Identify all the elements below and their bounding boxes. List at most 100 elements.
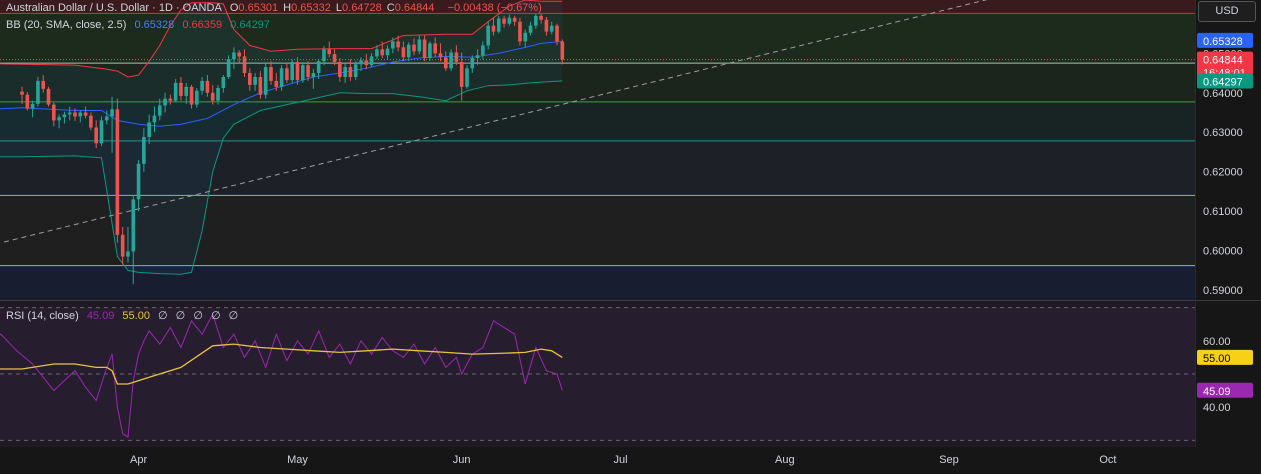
candle[interactable] [115, 98, 120, 243]
candle[interactable] [94, 120, 98, 149]
candle[interactable] [89, 112, 93, 131]
candle[interactable] [528, 21, 533, 36]
candle[interactable] [205, 75, 210, 97]
candle[interactable] [20, 86, 24, 104]
rsi-line[interactable] [0, 313, 563, 438]
candle[interactable] [438, 43, 443, 62]
candle[interactable] [475, 49, 480, 66]
candle[interactable] [518, 17, 522, 46]
rsi-tag[interactable]: 45.09 [1197, 382, 1253, 398]
time-axis-tick-label[interactable]: Sep [939, 454, 959, 466]
candle[interactable] [396, 35, 400, 52]
candle[interactable] [258, 71, 263, 99]
candle[interactable] [242, 49, 247, 77]
candle[interactable] [232, 47, 236, 70]
candle[interactable] [343, 63, 347, 83]
candle[interactable] [486, 21, 490, 50]
candle[interactable] [348, 59, 353, 81]
currency-button[interactable]: USD [1198, 1, 1256, 22]
candle[interactable] [210, 84, 215, 105]
bb-lower-tag[interactable]: 0.64297 [1197, 73, 1253, 89]
candle[interactable] [316, 59, 321, 79]
candle[interactable] [549, 21, 554, 35]
time-axis-tick-label[interactable]: Jul [614, 454, 628, 466]
candle[interactable] [152, 106, 157, 133]
candle[interactable] [279, 65, 284, 91]
candle[interactable] [459, 52, 464, 101]
candle[interactable] [385, 45, 390, 60]
candle[interactable] [52, 102, 56, 127]
candle[interactable] [428, 41, 432, 62]
candle[interactable] [332, 49, 337, 66]
candle[interactable] [544, 16, 549, 36]
bb-upper-line[interactable] [0, 0, 563, 78]
candle[interactable] [168, 94, 173, 105]
candle[interactable] [41, 75, 46, 93]
candle[interactable] [417, 35, 422, 55]
candle[interactable] [539, 13, 543, 24]
candle[interactable] [322, 46, 326, 66]
candle[interactable] [120, 226, 125, 265]
candle[interactable] [25, 91, 30, 111]
candle[interactable] [173, 78, 178, 102]
candle[interactable] [353, 61, 358, 81]
candle[interactable] [46, 86, 51, 107]
candle[interactable] [560, 39, 565, 65]
candle[interactable] [73, 108, 77, 122]
candle[interactable] [359, 57, 363, 72]
candle[interactable] [30, 100, 35, 118]
rsi-ma-tag[interactable]: 55.00 [1197, 349, 1253, 365]
candle[interactable] [391, 37, 395, 54]
candle[interactable] [237, 50, 242, 64]
candle[interactable] [163, 92, 167, 113]
candle[interactable] [62, 111, 67, 124]
rsi-legend[interactable]: RSI (14, close) 45.09 55.00 ∅ ∅ ∅ ∅ ∅ [6, 309, 243, 322]
candle[interactable] [263, 63, 268, 99]
candle[interactable] [136, 159, 141, 212]
candle[interactable] [412, 38, 416, 56]
candle[interactable] [512, 15, 517, 26]
candle[interactable] [110, 96, 114, 153]
candle[interactable] [157, 98, 162, 121]
bb-basis-tag[interactable]: 0.65328 [1197, 32, 1253, 48]
candle[interactable] [216, 84, 220, 105]
time-axis-tick-label[interactable]: Apr [130, 454, 147, 466]
candle[interactable] [290, 59, 294, 83]
candle[interactable] [248, 68, 252, 91]
candle[interactable] [375, 45, 379, 60]
time-axis-tick-label[interactable]: May [287, 454, 308, 466]
candle[interactable] [481, 41, 485, 60]
candle[interactable] [57, 114, 61, 129]
candle[interactable] [142, 128, 146, 172]
candle[interactable] [496, 15, 501, 34]
candle[interactable] [221, 75, 226, 93]
candle[interactable] [534, 13, 538, 29]
candle[interactable] [507, 14, 512, 26]
candle[interactable] [300, 61, 305, 83]
candle[interactable] [200, 76, 204, 95]
trendline[interactable] [0, 0, 1081, 251]
candle[interactable] [195, 88, 199, 108]
candle[interactable] [364, 54, 369, 70]
candle[interactable] [443, 51, 448, 72]
candle[interactable] [306, 61, 310, 81]
candle[interactable] [295, 57, 300, 85]
candle[interactable] [253, 73, 257, 91]
candle[interactable] [327, 41, 332, 58]
candle[interactable] [454, 45, 459, 66]
candle[interactable] [433, 37, 437, 58]
candle[interactable] [470, 55, 475, 74]
candle[interactable] [523, 29, 528, 48]
candle[interactable] [78, 110, 83, 123]
candle[interactable] [184, 82, 189, 104]
candle[interactable] [189, 84, 194, 109]
candle[interactable] [99, 116, 104, 147]
candle[interactable] [269, 61, 273, 85]
candle[interactable] [491, 17, 496, 36]
candle[interactable] [401, 41, 406, 62]
rsi-ma-line[interactable] [0, 343, 563, 385]
bb-legend[interactable]: BB (20, SMA, close, 2.5) 0.65328 0.66359… [6, 19, 275, 31]
candle[interactable] [147, 114, 151, 145]
candle[interactable] [465, 65, 469, 89]
